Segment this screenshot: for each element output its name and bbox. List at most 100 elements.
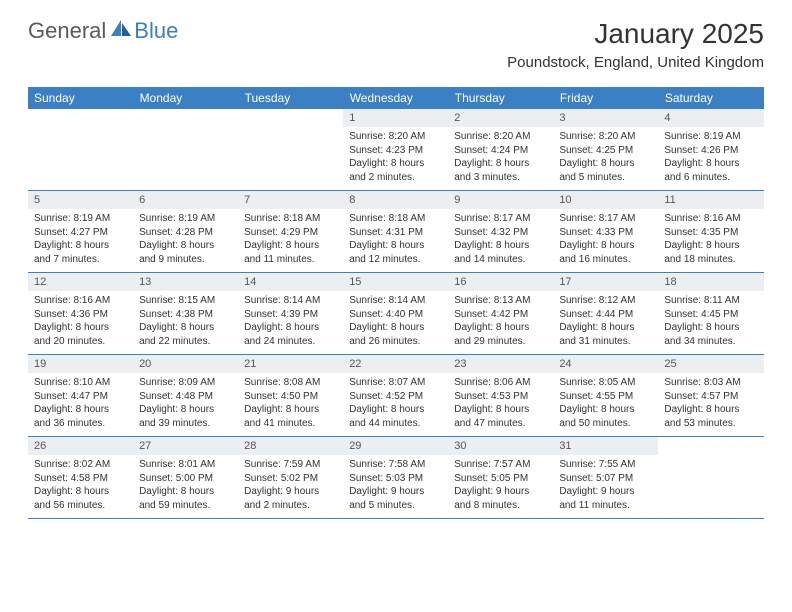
day2-text: and 50 minutes. <box>559 417 652 431</box>
day-number-cell: 26 <box>28 437 133 456</box>
sunrise-text: Sunrise: 8:05 AM <box>559 376 652 390</box>
day1-text: Daylight: 8 hours <box>559 157 652 171</box>
day-number-cell: 12 <box>28 273 133 292</box>
day2-text: and 14 minutes. <box>454 253 547 267</box>
sunset-text: Sunset: 4:31 PM <box>349 226 442 240</box>
brand-part2: Blue <box>134 18 178 44</box>
day-content-cell: Sunrise: 7:55 AMSunset: 5:07 PMDaylight:… <box>553 455 658 519</box>
daynum-row: 1234 <box>28 109 764 127</box>
day-content-cell: Sunrise: 8:02 AMSunset: 4:58 PMDaylight:… <box>28 455 133 519</box>
day-content-cell: Sunrise: 8:14 AMSunset: 4:39 PMDaylight:… <box>238 291 343 355</box>
sunset-text: Sunset: 4:26 PM <box>664 144 757 158</box>
sunrise-text: Sunrise: 8:15 AM <box>139 294 232 308</box>
sunrise-text: Sunrise: 7:57 AM <box>454 458 547 472</box>
weekday-header: Friday <box>553 87 658 109</box>
sunset-text: Sunset: 5:03 PM <box>349 472 442 486</box>
day2-text: and 11 minutes. <box>559 499 652 513</box>
day1-text: Daylight: 8 hours <box>34 239 127 253</box>
day-content-cell: Sunrise: 7:59 AMSunset: 5:02 PMDaylight:… <box>238 455 343 519</box>
day-number-cell: 4 <box>658 109 763 127</box>
day2-text: and 29 minutes. <box>454 335 547 349</box>
weekday-header: Wednesday <box>343 87 448 109</box>
day-content-cell: Sunrise: 8:16 AMSunset: 4:35 PMDaylight:… <box>658 209 763 273</box>
sunrise-text: Sunrise: 8:19 AM <box>139 212 232 226</box>
day1-text: Daylight: 8 hours <box>349 403 442 417</box>
daynum-row: 12131415161718 <box>28 273 764 292</box>
day-number-cell: 20 <box>133 355 238 374</box>
day-content-cell: Sunrise: 8:10 AMSunset: 4:47 PMDaylight:… <box>28 373 133 437</box>
sunset-text: Sunset: 4:28 PM <box>139 226 232 240</box>
day-number-cell: 22 <box>343 355 448 374</box>
day1-text: Daylight: 8 hours <box>454 403 547 417</box>
sunrise-text: Sunrise: 8:14 AM <box>244 294 337 308</box>
day-content-cell: Sunrise: 8:16 AMSunset: 4:36 PMDaylight:… <box>28 291 133 355</box>
day1-text: Daylight: 8 hours <box>559 403 652 417</box>
day-content-cell <box>238 127 343 191</box>
day2-text: and 3 minutes. <box>454 171 547 185</box>
sunset-text: Sunset: 4:40 PM <box>349 308 442 322</box>
day1-text: Daylight: 8 hours <box>349 239 442 253</box>
sunset-text: Sunset: 4:57 PM <box>664 390 757 404</box>
day-content-cell: Sunrise: 8:17 AMSunset: 4:33 PMDaylight:… <box>553 209 658 273</box>
sunrise-text: Sunrise: 7:59 AM <box>244 458 337 472</box>
month-title: January 2025 <box>507 18 764 50</box>
day1-text: Daylight: 8 hours <box>139 321 232 335</box>
day-content-cell: Sunrise: 8:15 AMSunset: 4:38 PMDaylight:… <box>133 291 238 355</box>
day1-text: Daylight: 8 hours <box>664 403 757 417</box>
day1-text: Daylight: 8 hours <box>454 321 547 335</box>
day-content-cell: Sunrise: 8:08 AMSunset: 4:50 PMDaylight:… <box>238 373 343 437</box>
day-content-cell: Sunrise: 8:19 AMSunset: 4:28 PMDaylight:… <box>133 209 238 273</box>
day-number-cell: 21 <box>238 355 343 374</box>
day2-text: and 24 minutes. <box>244 335 337 349</box>
day-content-cell: Sunrise: 8:18 AMSunset: 4:29 PMDaylight:… <box>238 209 343 273</box>
day2-text: and 16 minutes. <box>559 253 652 267</box>
calendar-table: Sunday Monday Tuesday Wednesday Thursday… <box>28 87 764 519</box>
sunrise-text: Sunrise: 8:01 AM <box>139 458 232 472</box>
sunrise-text: Sunrise: 8:06 AM <box>454 376 547 390</box>
day2-text: and 59 minutes. <box>139 499 232 513</box>
day1-text: Daylight: 9 hours <box>559 485 652 499</box>
day-content-cell: Sunrise: 8:17 AMSunset: 4:32 PMDaylight:… <box>448 209 553 273</box>
day1-text: Daylight: 8 hours <box>349 157 442 171</box>
sunset-text: Sunset: 4:48 PM <box>139 390 232 404</box>
day-content-cell: Sunrise: 8:03 AMSunset: 4:57 PMDaylight:… <box>658 373 763 437</box>
calendar-body: 1234Sunrise: 8:20 AMSunset: 4:23 PMDayli… <box>28 109 764 519</box>
sunrise-text: Sunrise: 8:08 AM <box>244 376 337 390</box>
day2-text: and 5 minutes. <box>349 499 442 513</box>
sunrise-text: Sunrise: 8:17 AM <box>454 212 547 226</box>
sunset-text: Sunset: 4:52 PM <box>349 390 442 404</box>
sunrise-text: Sunrise: 8:13 AM <box>454 294 547 308</box>
day-content-cell: Sunrise: 8:20 AMSunset: 4:23 PMDaylight:… <box>343 127 448 191</box>
sunset-text: Sunset: 5:07 PM <box>559 472 652 486</box>
day-content-cell: Sunrise: 8:01 AMSunset: 5:00 PMDaylight:… <box>133 455 238 519</box>
day1-text: Daylight: 9 hours <box>454 485 547 499</box>
sunset-text: Sunset: 4:42 PM <box>454 308 547 322</box>
sunset-text: Sunset: 5:05 PM <box>454 472 547 486</box>
brand-logo: General Blue <box>28 18 178 44</box>
day-content-cell: Sunrise: 8:12 AMSunset: 4:44 PMDaylight:… <box>553 291 658 355</box>
day-number-cell: 28 <box>238 437 343 456</box>
weekday-header: Monday <box>133 87 238 109</box>
sunrise-text: Sunrise: 8:18 AM <box>244 212 337 226</box>
sunset-text: Sunset: 4:38 PM <box>139 308 232 322</box>
day1-text: Daylight: 8 hours <box>244 321 337 335</box>
day2-text: and 34 minutes. <box>664 335 757 349</box>
day-number-cell: 5 <box>28 191 133 210</box>
day-content-cell: Sunrise: 8:18 AMSunset: 4:31 PMDaylight:… <box>343 209 448 273</box>
sunset-text: Sunset: 4:24 PM <box>454 144 547 158</box>
day-number-cell: 8 <box>343 191 448 210</box>
sunset-text: Sunset: 4:29 PM <box>244 226 337 240</box>
day-content-cell: Sunrise: 8:14 AMSunset: 4:40 PMDaylight:… <box>343 291 448 355</box>
day-number-cell: 29 <box>343 437 448 456</box>
day-content-cell <box>28 127 133 191</box>
day1-text: Daylight: 9 hours <box>244 485 337 499</box>
day-number-cell: 25 <box>658 355 763 374</box>
day2-text: and 41 minutes. <box>244 417 337 431</box>
sunset-text: Sunset: 4:25 PM <box>559 144 652 158</box>
day1-text: Daylight: 8 hours <box>244 239 337 253</box>
day-content-cell: Sunrise: 8:11 AMSunset: 4:45 PMDaylight:… <box>658 291 763 355</box>
sunset-text: Sunset: 4:36 PM <box>34 308 127 322</box>
day2-text: and 2 minutes. <box>244 499 337 513</box>
day1-text: Daylight: 8 hours <box>559 321 652 335</box>
day-number-cell: 17 <box>553 273 658 292</box>
